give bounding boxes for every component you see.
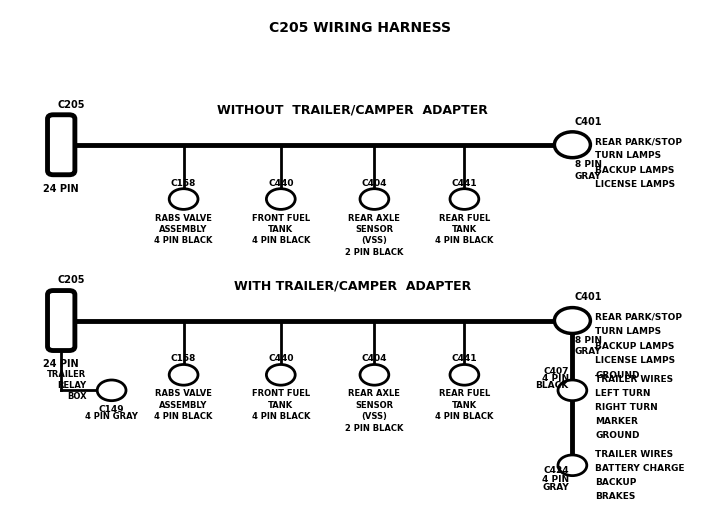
Circle shape bbox=[266, 189, 295, 209]
Text: 24 PIN: 24 PIN bbox=[43, 184, 79, 193]
Text: FRONT FUEL
TANK
4 PIN BLACK: FRONT FUEL TANK 4 PIN BLACK bbox=[251, 389, 310, 421]
Text: C205 WIRING HARNESS: C205 WIRING HARNESS bbox=[269, 21, 451, 35]
Text: MARKER: MARKER bbox=[595, 417, 639, 425]
Circle shape bbox=[360, 189, 389, 209]
Text: REAR PARK/STOP: REAR PARK/STOP bbox=[595, 137, 683, 146]
Text: BLACK: BLACK bbox=[536, 382, 569, 390]
Text: 4 PIN: 4 PIN bbox=[541, 475, 569, 483]
Text: WITH TRAILER/CAMPER  ADAPTER: WITH TRAILER/CAMPER ADAPTER bbox=[234, 279, 472, 292]
Text: C158: C158 bbox=[171, 179, 197, 188]
Text: RABS VALVE
ASSEMBLY
4 PIN BLACK: RABS VALVE ASSEMBLY 4 PIN BLACK bbox=[154, 214, 213, 246]
Text: FRONT FUEL
TANK
4 PIN BLACK: FRONT FUEL TANK 4 PIN BLACK bbox=[251, 214, 310, 246]
Circle shape bbox=[266, 364, 295, 385]
Text: 8 PIN: 8 PIN bbox=[575, 336, 602, 345]
Text: C404: C404 bbox=[361, 355, 387, 363]
Text: REAR AXLE
SENSOR
(VSS)
2 PIN BLACK: REAR AXLE SENSOR (VSS) 2 PIN BLACK bbox=[345, 214, 404, 257]
Text: REAR PARK/STOP: REAR PARK/STOP bbox=[595, 313, 683, 322]
Text: WITHOUT  TRAILER/CAMPER  ADAPTER: WITHOUT TRAILER/CAMPER ADAPTER bbox=[217, 103, 488, 116]
Circle shape bbox=[554, 308, 590, 333]
Text: BACKUP LAMPS: BACKUP LAMPS bbox=[595, 166, 675, 175]
Circle shape bbox=[97, 380, 126, 401]
Text: C440: C440 bbox=[268, 179, 294, 188]
Circle shape bbox=[558, 380, 587, 401]
Text: REAR FUEL
TANK
4 PIN BLACK: REAR FUEL TANK 4 PIN BLACK bbox=[435, 214, 494, 246]
Text: C441: C441 bbox=[451, 179, 477, 188]
Text: TRAILER WIRES: TRAILER WIRES bbox=[595, 375, 674, 384]
Circle shape bbox=[450, 189, 479, 209]
Text: C404: C404 bbox=[361, 179, 387, 188]
Text: C401: C401 bbox=[575, 293, 602, 302]
FancyBboxPatch shape bbox=[48, 291, 75, 351]
Text: REAR FUEL
TANK
4 PIN BLACK: REAR FUEL TANK 4 PIN BLACK bbox=[435, 389, 494, 421]
Text: GRAY: GRAY bbox=[575, 172, 601, 180]
Text: C424: C424 bbox=[543, 466, 569, 475]
Text: TRAILER
RELAY
BOX: TRAILER RELAY BOX bbox=[47, 370, 86, 401]
Text: RABS VALVE
ASSEMBLY
4 PIN BLACK: RABS VALVE ASSEMBLY 4 PIN BLACK bbox=[154, 389, 213, 421]
Text: REAR AXLE
SENSOR
(VSS)
2 PIN BLACK: REAR AXLE SENSOR (VSS) 2 PIN BLACK bbox=[345, 389, 404, 433]
Text: C205: C205 bbox=[58, 100, 85, 110]
Circle shape bbox=[558, 455, 587, 476]
Circle shape bbox=[169, 364, 198, 385]
Text: LEFT TURN: LEFT TURN bbox=[595, 389, 651, 398]
Text: GRAY: GRAY bbox=[575, 347, 601, 356]
Text: GRAY: GRAY bbox=[542, 483, 569, 492]
Text: LICENSE LAMPS: LICENSE LAMPS bbox=[595, 356, 675, 365]
Text: 24 PIN: 24 PIN bbox=[43, 359, 79, 369]
Text: LICENSE LAMPS: LICENSE LAMPS bbox=[595, 180, 675, 189]
Circle shape bbox=[450, 364, 479, 385]
Text: BRAKES: BRAKES bbox=[595, 492, 636, 500]
Text: GROUND: GROUND bbox=[595, 371, 640, 379]
Text: 8 PIN: 8 PIN bbox=[575, 160, 602, 169]
Text: C205: C205 bbox=[58, 276, 85, 285]
Text: 4 PIN GRAY: 4 PIN GRAY bbox=[85, 412, 138, 421]
Text: BACKUP: BACKUP bbox=[595, 478, 636, 486]
Text: C158: C158 bbox=[171, 355, 197, 363]
Text: RIGHT TURN: RIGHT TURN bbox=[595, 403, 658, 412]
Circle shape bbox=[169, 189, 198, 209]
Circle shape bbox=[554, 132, 590, 158]
Text: C149: C149 bbox=[99, 405, 125, 414]
FancyBboxPatch shape bbox=[48, 115, 75, 175]
Text: 4 PIN: 4 PIN bbox=[541, 374, 569, 383]
Text: C440: C440 bbox=[268, 355, 294, 363]
Circle shape bbox=[360, 364, 389, 385]
Text: TRAILER WIRES: TRAILER WIRES bbox=[595, 450, 674, 459]
Text: TURN LAMPS: TURN LAMPS bbox=[595, 327, 662, 336]
Text: C441: C441 bbox=[451, 355, 477, 363]
Text: TURN LAMPS: TURN LAMPS bbox=[595, 151, 662, 160]
Text: C401: C401 bbox=[575, 117, 602, 127]
Text: C407: C407 bbox=[544, 367, 569, 376]
Text: GROUND: GROUND bbox=[595, 431, 640, 439]
Text: BACKUP LAMPS: BACKUP LAMPS bbox=[595, 342, 675, 351]
Text: BATTERY CHARGE: BATTERY CHARGE bbox=[595, 464, 685, 473]
